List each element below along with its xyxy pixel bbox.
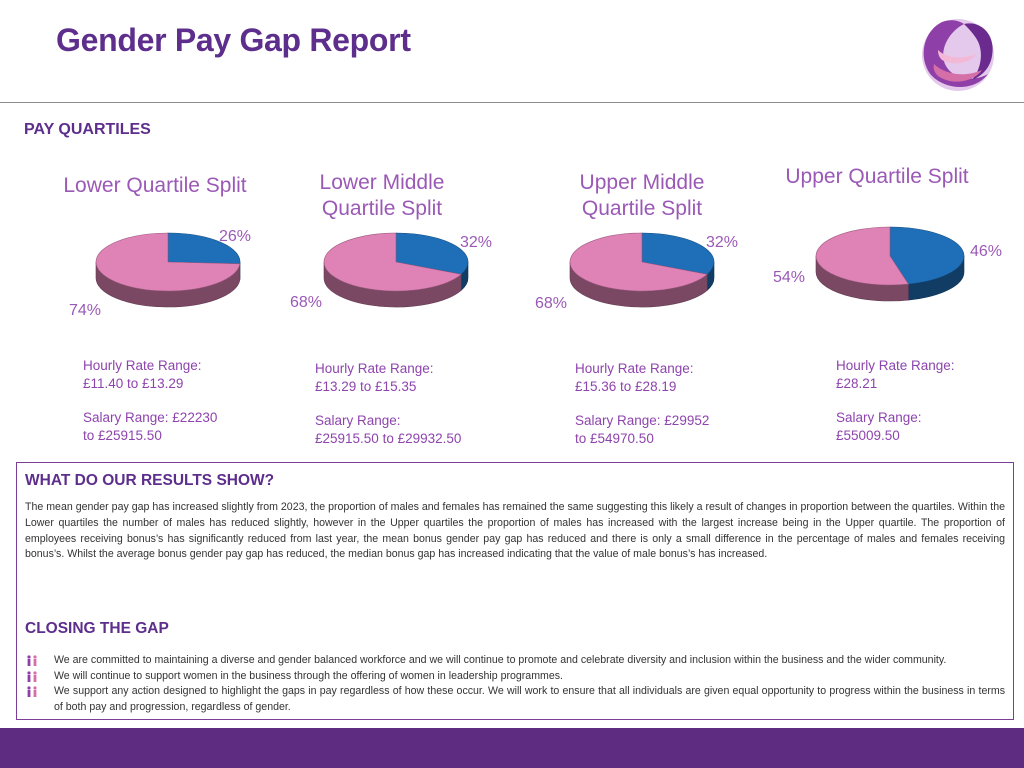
hourly-label: Hourly Rate Range:	[836, 358, 955, 373]
closing-list-item: We support any action designed to highli…	[25, 684, 1005, 715]
quartile-ranges-lower-middle: Hourly Rate Range: £13.29 to £15.35 Sala…	[315, 360, 461, 447]
pie-slice	[569, 232, 708, 292]
closing-list: We are committed to maintaining a divers…	[25, 653, 1005, 715]
salary-label: Salary Range:	[836, 410, 922, 425]
quartile-title-upper: Upper Quartile Split	[772, 164, 982, 190]
pie-label-female: 68%	[290, 294, 323, 311]
hourly-label: Hourly Rate Range:	[315, 361, 434, 376]
salary-value: to £54970.50	[575, 430, 654, 446]
page-title: Gender Pay Gap Report	[56, 22, 411, 58]
company-logo	[922, 19, 994, 91]
pie-label-male: 32%	[706, 234, 739, 251]
salary-value: to £25915.50	[83, 427, 162, 443]
closing-heading: CLOSING THE GAP	[25, 620, 169, 637]
hourly-value: £15.36 to £28.19	[575, 378, 677, 394]
results-body: The mean gender pay gap has increased sl…	[25, 501, 1005, 561]
pie-label-male: 26%	[219, 228, 252, 245]
pie-label-female: 68%	[535, 295, 568, 312]
pie-slice	[395, 232, 469, 275]
pie-label-female: 74%	[69, 302, 102, 319]
salary-label: Salary Range: £22230	[83, 410, 218, 425]
pie-slice	[815, 226, 909, 286]
quartile-title-line: Upper Quartile Split	[785, 165, 969, 188]
results-heading: WHAT DO OUR RESULTS SHOW?	[25, 472, 275, 489]
quartile-title-line: Lower Middle	[319, 171, 445, 194]
people-icon	[27, 670, 37, 682]
quartile-ranges-upper: Hourly Rate Range: £28.21 Salary Range: …	[836, 357, 955, 444]
quartile-ranges-lower: Hourly Rate Range: £11.40 to £13.29 Sala…	[83, 357, 217, 444]
section-heading-pay-quartiles: PAY QUARTILES	[24, 121, 151, 138]
hourly-label: Hourly Rate Range:	[575, 361, 694, 376]
pie-slice	[95, 232, 241, 292]
footer-bar	[0, 728, 1024, 768]
salary-value: £25915.50 to £29932.50	[315, 430, 462, 446]
pie-chart-upper-middle-quartile	[569, 232, 715, 308]
closing-bullet-text: We will continue to support women in the…	[54, 669, 563, 682]
salary-value: £55009.50	[836, 427, 900, 443]
quartile-ranges-upper-middle: Hourly Rate Range: £15.36 to £28.19 Sala…	[575, 360, 709, 447]
pie-chart-upper-quartile	[815, 226, 965, 302]
pie-slice	[889, 226, 965, 285]
closing-list-item: We are committed to maintaining a divers…	[25, 653, 1005, 669]
quartile-title-lower-middle: Lower Middle Quartile Split	[296, 170, 468, 222]
quartile-title-line: Quartile Split	[581, 197, 703, 220]
closing-list-item: We will continue to support women in the…	[25, 669, 1005, 685]
pie-slice	[167, 232, 241, 265]
quartile-title-line: Lower Quartile Split	[63, 174, 247, 197]
results-panel: WHAT DO OUR RESULTS SHOW? The mean gende…	[16, 462, 1014, 720]
quartile-title-upper-middle: Upper Middle Quartile Split	[556, 170, 728, 222]
hourly-value: £13.29 to £15.35	[315, 378, 417, 394]
hourly-value: £28.21	[836, 375, 878, 391]
pie-label-male: 32%	[460, 234, 493, 251]
salary-label: Salary Range:	[315, 413, 401, 428]
closing-bullet-text: We support any action designed to highli…	[54, 685, 1005, 713]
pie-slice	[323, 232, 462, 292]
hourly-label: Hourly Rate Range:	[83, 358, 202, 373]
pie-label-female: 54%	[773, 269, 806, 286]
pie-chart-lower-quartile	[95, 232, 241, 308]
people-icon	[27, 655, 37, 666]
pie-label-male: 46%	[970, 243, 1003, 260]
pie-slice	[641, 232, 715, 275]
quartile-title-lower: Lower Quartile Split	[54, 173, 256, 199]
closing-bullet-text: We are committed to maintaining a divers…	[54, 654, 947, 666]
pie-chart-lower-middle-quartile	[323, 232, 469, 308]
quartile-title-line: Upper Middle	[579, 171, 705, 194]
salary-label: Salary Range: £29952	[575, 413, 710, 428]
quartile-title-line: Quartile Split	[321, 197, 443, 220]
hourly-value: £11.40 to £13.29	[83, 375, 184, 391]
header-divider	[0, 102, 1024, 103]
people-icon	[27, 686, 37, 697]
